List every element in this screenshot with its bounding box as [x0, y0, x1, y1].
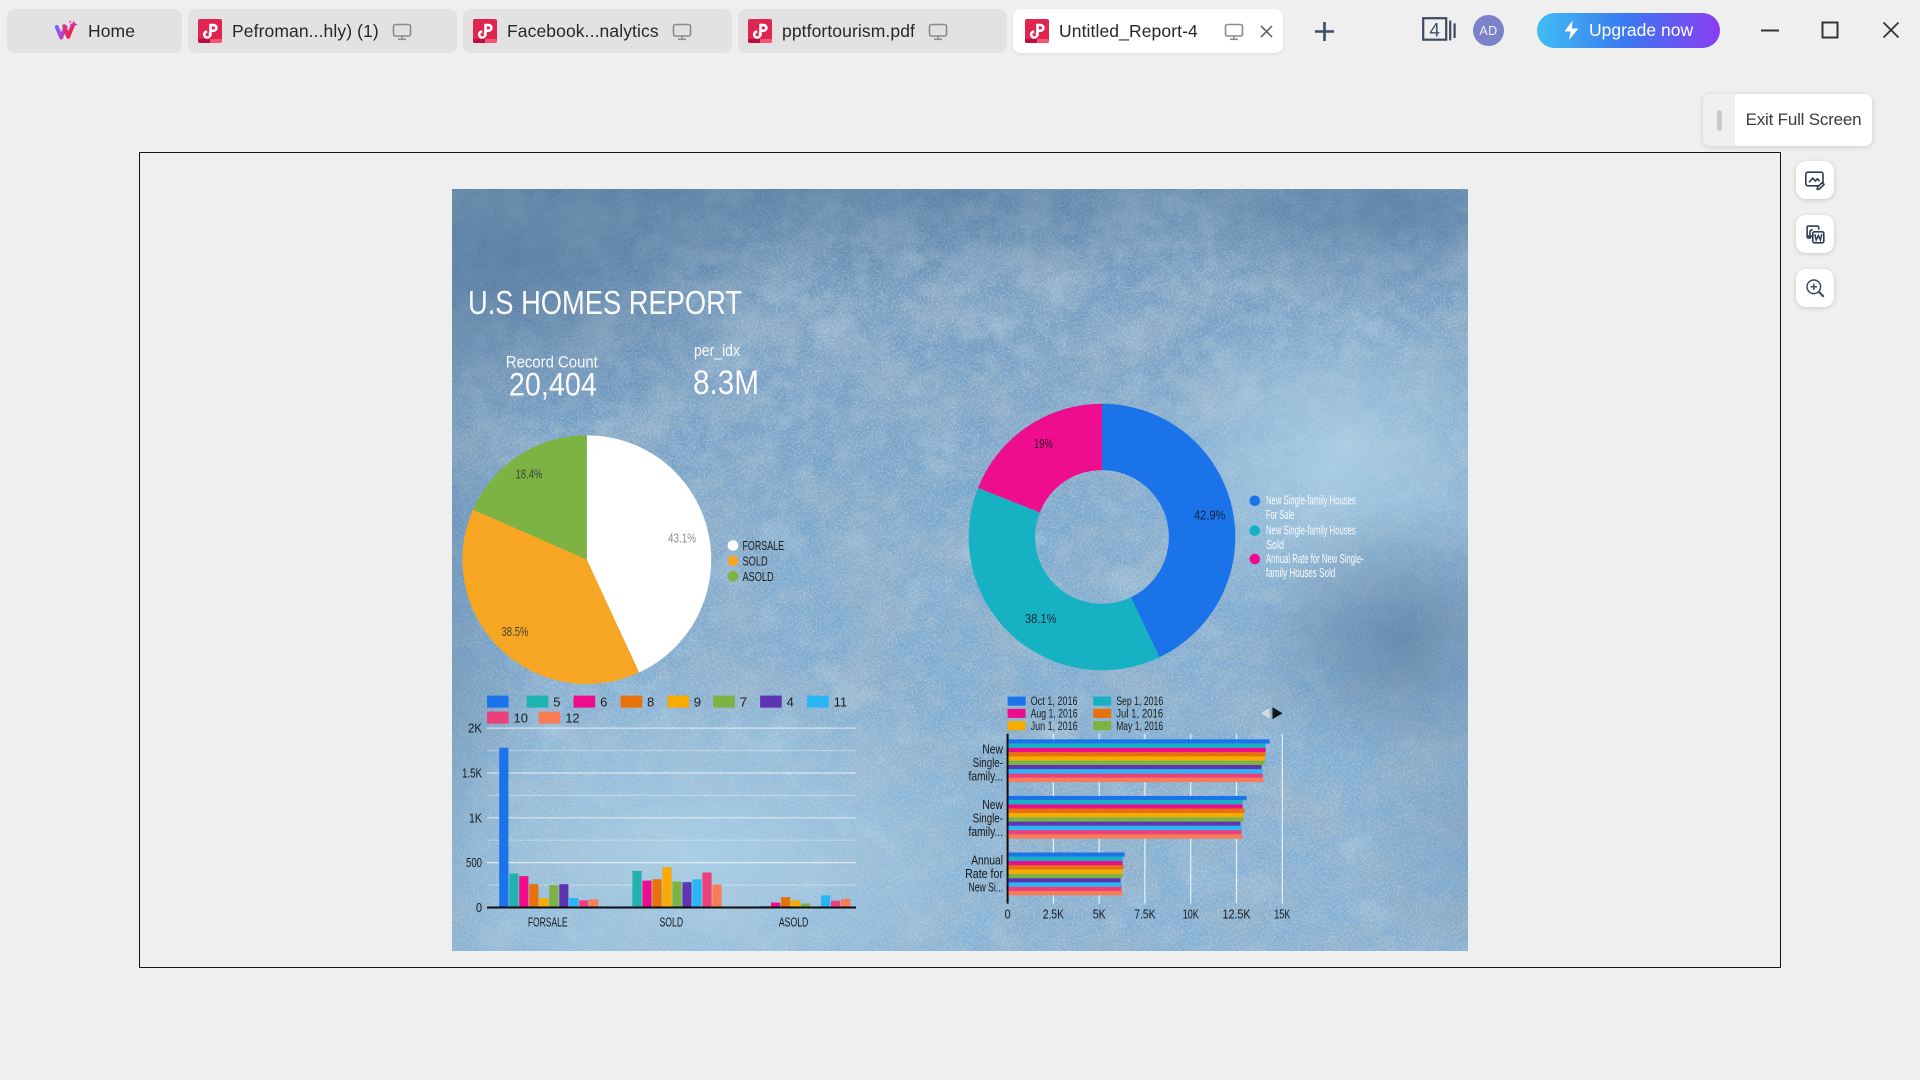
svg-text:ASOLD: ASOLD [779, 915, 808, 930]
svg-text:Jul 1, 2016: Jul 1, 2016 [1116, 709, 1163, 721]
svg-text:15K: 15K [1274, 907, 1290, 922]
svg-text:1K: 1K [469, 810, 482, 825]
svg-text:Rate for: Rate for [965, 866, 1003, 881]
svg-text:10: 10 [514, 710, 528, 725]
svg-text:New Single-family Houses: New Single-family Houses [1266, 494, 1356, 508]
svg-text:8: 8 [647, 694, 654, 709]
svg-text:19%: 19% [1034, 436, 1053, 451]
svg-text:42.9%: 42.9% [1194, 508, 1226, 523]
svg-text:New Single-family Houses: New Single-family Houses [1266, 523, 1356, 537]
svg-text:12: 12 [565, 710, 579, 725]
svg-text:38.5%: 38.5% [502, 624, 529, 639]
svg-text:10K: 10K [1183, 907, 1199, 922]
svg-text:ASOLD: ASOLD [743, 569, 774, 584]
svg-text:43.1%: 43.1% [668, 531, 696, 546]
svg-text:Sold: Sold [1266, 538, 1284, 552]
svg-text:family Houses Sold: family Houses Sold [1266, 566, 1335, 580]
svg-text:FORSALE: FORSALE [743, 538, 785, 553]
svg-text:Oct 1, 2016: Oct 1, 2016 [1031, 696, 1078, 708]
svg-text:2.5K: 2.5K [1043, 907, 1064, 922]
svg-text:FORSALE: FORSALE [528, 915, 568, 930]
svg-text:500: 500 [466, 855, 482, 870]
svg-text:Single-: Single- [973, 811, 1003, 826]
svg-text:U.S HOMES REPORT: U.S HOMES REPORT [468, 285, 742, 322]
svg-text:5: 5 [553, 694, 560, 709]
svg-text:20,404: 20,404 [509, 367, 597, 403]
svg-text:family...: family... [969, 824, 1004, 839]
svg-text:Sep 1, 2016: Sep 1, 2016 [1116, 696, 1163, 708]
svg-text:New Si...: New Si... [969, 880, 1004, 895]
svg-text:SOLD: SOLD [660, 915, 684, 930]
svg-text:per_idx: per_idx [694, 342, 741, 360]
svg-text:Annual Rate for New Single-: Annual Rate for New Single- [1266, 552, 1364, 566]
svg-text:Record Count: Record Count [506, 354, 598, 372]
svg-text:38.1%: 38.1% [1025, 611, 1057, 626]
svg-text:SOLD: SOLD [743, 554, 768, 569]
svg-text:18.4%: 18.4% [516, 467, 543, 482]
svg-text:Aug 1, 2016: Aug 1, 2016 [1031, 709, 1078, 721]
svg-text:0: 0 [1005, 907, 1011, 922]
svg-text:Single-: Single- [973, 755, 1003, 770]
svg-text:11: 11 [834, 694, 848, 709]
svg-text:9: 9 [694, 694, 701, 709]
svg-text:New: New [982, 797, 1003, 812]
svg-text:2K: 2K [468, 721, 482, 736]
svg-text:12.5K: 12.5K [1223, 907, 1251, 922]
svg-text:1.5K: 1.5K [462, 766, 482, 781]
svg-text:New: New [982, 742, 1003, 757]
svg-text:Annual: Annual [971, 853, 1003, 868]
svg-text:0: 0 [476, 900, 482, 915]
svg-text:7: 7 [740, 694, 747, 709]
svg-text:8.3M: 8.3M [693, 364, 759, 402]
svg-text:7.5K: 7.5K [1134, 907, 1155, 922]
svg-text:4: 4 [1429, 21, 1440, 42]
svg-text:4: 4 [787, 694, 794, 709]
svg-text:Jun 1, 2016: Jun 1, 2016 [1031, 721, 1078, 733]
svg-text:May 1, 2016: May 1, 2016 [1116, 721, 1163, 733]
svg-text:For Sale: For Sale [1266, 508, 1294, 522]
svg-text:family...: family... [969, 769, 1004, 784]
svg-text:5K: 5K [1093, 907, 1106, 922]
svg-text:6: 6 [600, 694, 607, 709]
